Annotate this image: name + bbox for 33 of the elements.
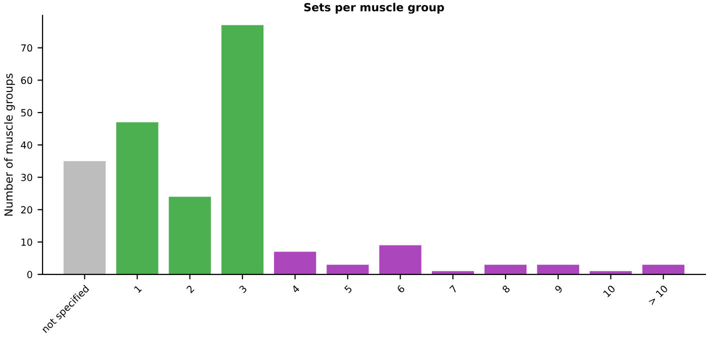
- y-tick-label: 10: [22, 238, 32, 246]
- chart-title: Sets per muscle group: [304, 2, 444, 14]
- x-tick-label: 7: [449, 284, 458, 294]
- x-tick-label: 4: [291, 284, 300, 294]
- y-tick-label: 50: [21, 109, 32, 116]
- y-tick-label: 60: [21, 76, 32, 84]
- bar: [379, 245, 422, 274]
- bar: [432, 271, 474, 274]
- y-tick-label: 20: [21, 206, 32, 214]
- bar: [326, 264, 369, 274]
- bar: [484, 264, 527, 274]
- x-tick-label: > 10: [648, 284, 668, 306]
- y-tick-label: 0: [27, 270, 32, 278]
- x-tick-label: 8: [502, 284, 510, 294]
- bar: [168, 196, 211, 274]
- bar: [274, 252, 316, 274]
- bar: [537, 264, 580, 274]
- x-tick-label: 1: [134, 284, 142, 293]
- y-tick-label: 40: [20, 141, 32, 149]
- x-tick-label: 9: [554, 284, 563, 294]
- y-tick-label: 30: [21, 174, 32, 182]
- x-tick-label: 6: [396, 284, 406, 294]
- x-tick-label: 3: [238, 284, 248, 294]
- x-tick-label: 5: [344, 284, 352, 294]
- x-tick-label: 2: [186, 284, 194, 294]
- bar: [221, 25, 264, 274]
- y-tick-label: 70: [21, 44, 32, 52]
- bar: [642, 264, 684, 274]
- bar: [116, 122, 158, 274]
- bar: [590, 271, 632, 274]
- bar: [64, 161, 106, 274]
- x-tick-label: 10: [602, 284, 616, 298]
- y-axis-title: Number of muscle groups: [4, 74, 15, 216]
